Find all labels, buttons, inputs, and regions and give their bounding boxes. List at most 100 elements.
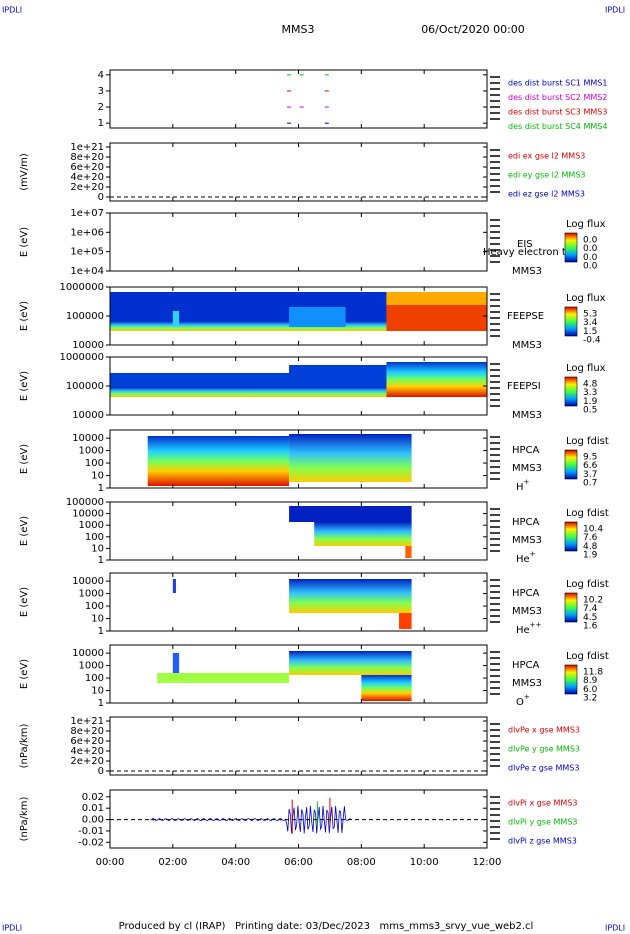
instrument-label: MMS3: [512, 410, 542, 421]
y-tick-label: 1e+05: [70, 247, 104, 258]
colorbar-title: Log fdist: [566, 508, 609, 519]
y-tick-label: 10000: [72, 648, 104, 659]
y-tick-label: -0.02: [78, 837, 104, 848]
instrument-label: FEEPSE: [507, 311, 544, 322]
colorbar-label: 0.7: [583, 479, 597, 489]
spectrogram-region: [172, 653, 180, 673]
y-tick-label: 10: [91, 686, 104, 697]
instrument-label: HPCA: [512, 660, 540, 671]
panel-frame: [109, 716, 488, 776]
spectrogram-region: [289, 365, 387, 387]
instrument-label: MMS3: [512, 606, 542, 617]
legend-entry: des dist burst SC2 MMS2: [508, 93, 607, 102]
colorbar: [564, 521, 578, 552]
y-tick-label: 1000000: [59, 282, 104, 293]
colorbar-label: 6.6: [583, 461, 598, 471]
colorbar: [564, 232, 578, 263]
colorbar: [564, 664, 578, 695]
y-tick-label: 2e+20: [70, 756, 104, 767]
corner-mark: IPDLI: [2, 924, 22, 933]
panel-frame: [109, 69, 488, 129]
y-tick-label: 0.00: [82, 815, 104, 826]
instrument-label: MMS3: [512, 340, 542, 351]
instrument-label: MMS3: [512, 266, 542, 277]
instrument-label: MMS3: [512, 678, 542, 689]
footer-text: Produced by cl (IRAP) Printing date: 03/…: [119, 921, 534, 932]
y-tick-label: 10000: [72, 410, 104, 421]
colorbar: [564, 306, 578, 337]
y-axis-label: E (eV): [19, 371, 30, 401]
y-tick-label: 10: [91, 543, 104, 554]
spectrogram-region: [110, 387, 387, 397]
spectrogram-region: [405, 546, 412, 558]
colorbar-label: 6.0: [583, 685, 598, 695]
instrument-label: HPCA: [512, 445, 540, 456]
colorbar-label: 10.2: [583, 596, 603, 606]
y-tick-label: 8e+20: [70, 152, 104, 163]
y-tick-label: 1e+21: [70, 142, 104, 153]
instrument-label: HPCA: [512, 588, 540, 599]
title: MMS3: [282, 23, 315, 36]
colorbar-label: 3.7: [583, 470, 597, 480]
y-tick-label: 1e+04: [70, 266, 104, 277]
spectrogram-region: [172, 311, 180, 327]
colorbar-label: 4.5: [583, 613, 597, 623]
x-tick-label: 10:00: [410, 857, 439, 868]
instrument-label: MMS3: [512, 463, 542, 474]
colorbar-label: 0.0: [583, 236, 598, 246]
x-tick-label: 08:00: [347, 857, 376, 868]
spectrogram-region: [110, 321, 387, 331]
y-axis-label: (mV/m): [19, 153, 30, 191]
instrument-label: FEEPSI: [507, 381, 541, 392]
species-label: O+: [516, 693, 530, 708]
colorbar-label: -0.4: [583, 336, 601, 346]
y-tick-label: 1: [98, 626, 104, 637]
y-tick-label: 10000: [72, 340, 104, 351]
y-tick-label: 2e+20: [70, 182, 104, 193]
colorbar-label: 8.9: [583, 676, 598, 686]
y-tick-label: 2: [98, 102, 104, 113]
y-tick-label: 3: [98, 86, 104, 97]
legend-entry: edi ex gse l2 MMS3: [508, 152, 585, 161]
corner-mark: IPDLI: [605, 924, 625, 933]
species-name: H: [516, 482, 524, 493]
y-tick-label: 6e+20: [70, 162, 104, 173]
y-axis-label: E (eV): [19, 227, 30, 257]
y-tick-label: 4e+20: [70, 746, 104, 757]
y-tick-label: 8e+20: [70, 726, 104, 737]
y-tick-label: 100: [85, 601, 104, 612]
species-charge: +: [524, 693, 530, 701]
legend-entry: dlvPi y gse MMS3: [508, 818, 577, 827]
colorbar-label: 1.9: [583, 551, 598, 561]
y-tick-label: 10000: [72, 433, 104, 444]
y-tick-label: 1000: [79, 446, 104, 457]
species-name: He: [516, 554, 530, 565]
colorbar-title: Log fdist: [566, 651, 609, 662]
y-axis-label: (nPa/km): [19, 797, 30, 842]
spectrogram-region: [386, 292, 487, 305]
y-axis-label: E (eV): [19, 444, 30, 474]
trace: [291, 797, 331, 834]
colorbar-title: Log fdist: [566, 579, 609, 590]
instrument-label: HPCA: [512, 517, 540, 528]
y-tick-label: 1: [98, 118, 104, 129]
y-tick-label: -0.01: [78, 826, 104, 837]
y-tick-label: 100: [85, 673, 104, 684]
y-axis-label: E (eV): [19, 301, 30, 331]
y-axis-label: (nPa/km): [19, 724, 30, 769]
colorbar-label: 0.5: [583, 406, 597, 416]
y-tick-label: 1000: [79, 589, 104, 600]
y-tick-label: 1000: [79, 520, 104, 531]
y-axis-label: E (eV): [19, 587, 30, 617]
colorbar-label: 0.0: [583, 253, 598, 263]
y-tick-label: 1e+21: [70, 716, 104, 727]
legend-entry: des dist burst SC4 MMS4: [508, 122, 607, 131]
x-tick-label: 02:00: [158, 857, 187, 868]
panel-frame: [109, 142, 488, 202]
y-tick-label: 100000: [66, 381, 104, 392]
colorbar-label: 4.8: [583, 542, 598, 552]
y-tick-label: 10: [91, 471, 104, 482]
y-tick-label: 10000: [72, 509, 104, 520]
y-tick-label: 1: [98, 483, 104, 494]
y-tick-label: 4e+20: [70, 172, 104, 183]
